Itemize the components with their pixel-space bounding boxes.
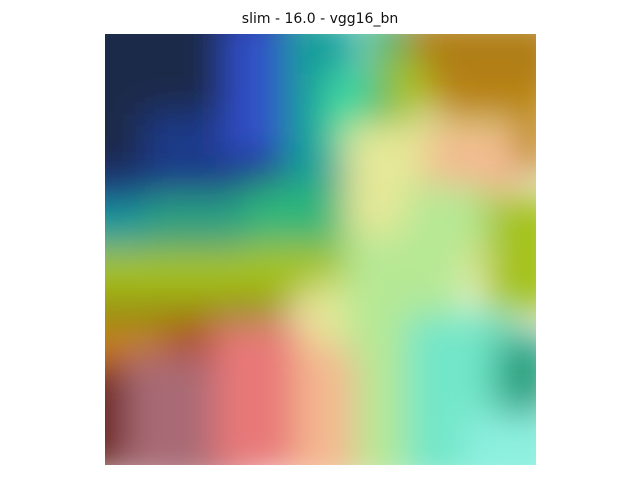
heatmap-patch-yellow-green — [485, 194, 536, 314]
heatmap-patch-blue — [225, 34, 295, 154]
heatmap-patch-brown-gold — [405, 34, 536, 94]
heatmap-patch-dark-red — [105, 364, 125, 465]
chart-title: slim - 16.0 - vgg16_bn — [241, 11, 399, 27]
heatmap-cells — [105, 34, 536, 465]
heatmap-patch-sea-green — [495, 334, 536, 414]
heatmap-patch-yellow-green — [385, 54, 425, 134]
heatmap-patch-pale-green — [405, 184, 485, 244]
heatmap-color-field — [105, 34, 536, 465]
heatmap-plot — [105, 34, 536, 465]
heatmap-patch-cyan — [465, 414, 536, 465]
